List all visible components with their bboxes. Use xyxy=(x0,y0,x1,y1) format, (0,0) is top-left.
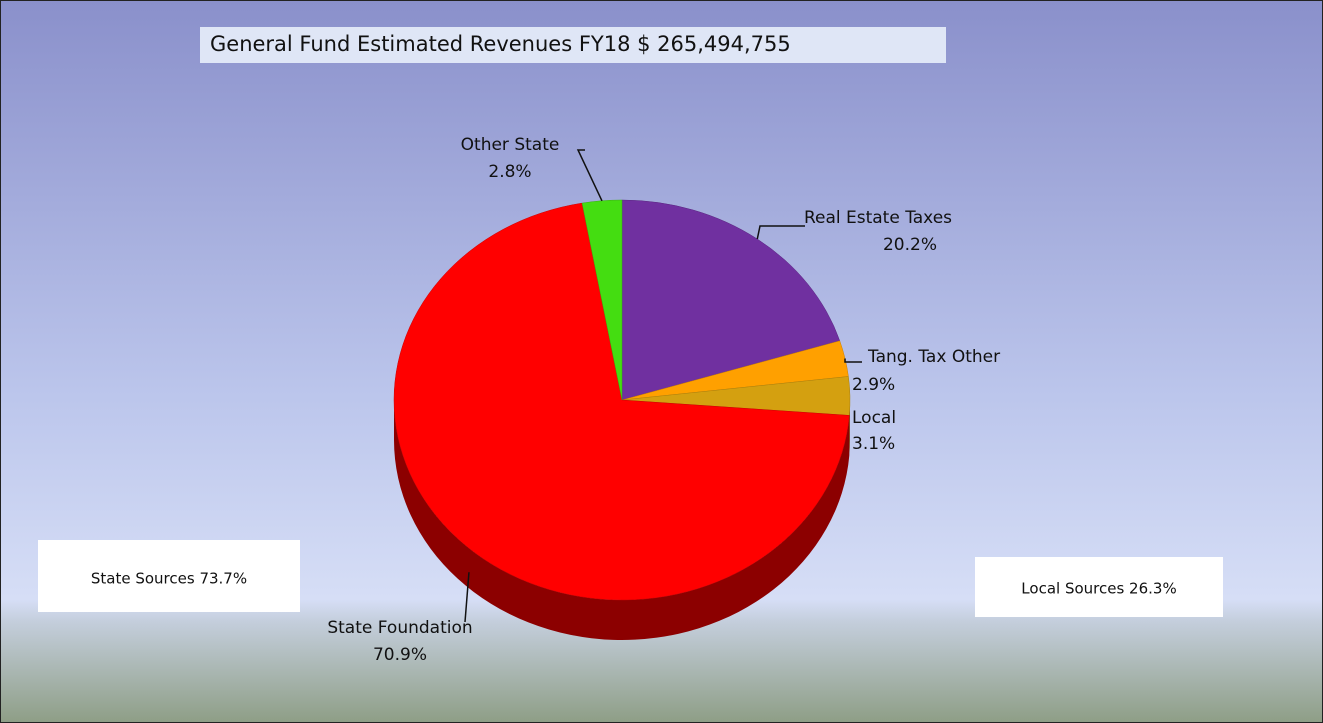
value-label: 2.8% xyxy=(488,162,531,182)
leader-line xyxy=(844,358,862,363)
leader-line xyxy=(576,149,603,202)
annotation: Local Sources 26.3% xyxy=(1021,580,1176,598)
slice xyxy=(393,202,850,601)
annotation-box xyxy=(38,540,300,612)
value-label: 3.1% xyxy=(852,434,895,454)
chart-title: General Fund Estimated Revenues FY18 $ 2… xyxy=(210,32,791,56)
value-label: 20.2% xyxy=(883,235,937,255)
slice-label: Other State xyxy=(461,135,560,155)
slice-side xyxy=(394,400,850,641)
slice-label: State Foundation xyxy=(327,618,472,638)
annotation-box xyxy=(975,557,1223,617)
leader-line xyxy=(464,572,470,623)
annotation: State Sources 73.7% xyxy=(91,570,247,588)
slice-label: Local xyxy=(852,408,896,428)
slice-label: Tang. Tax Other xyxy=(867,347,1000,367)
value-label: 2.9% xyxy=(852,375,895,395)
value-label: 70.9% xyxy=(373,645,427,665)
slice-label: Real Estate Taxes xyxy=(804,208,952,228)
leader-line xyxy=(756,225,805,240)
title-box xyxy=(200,27,946,63)
